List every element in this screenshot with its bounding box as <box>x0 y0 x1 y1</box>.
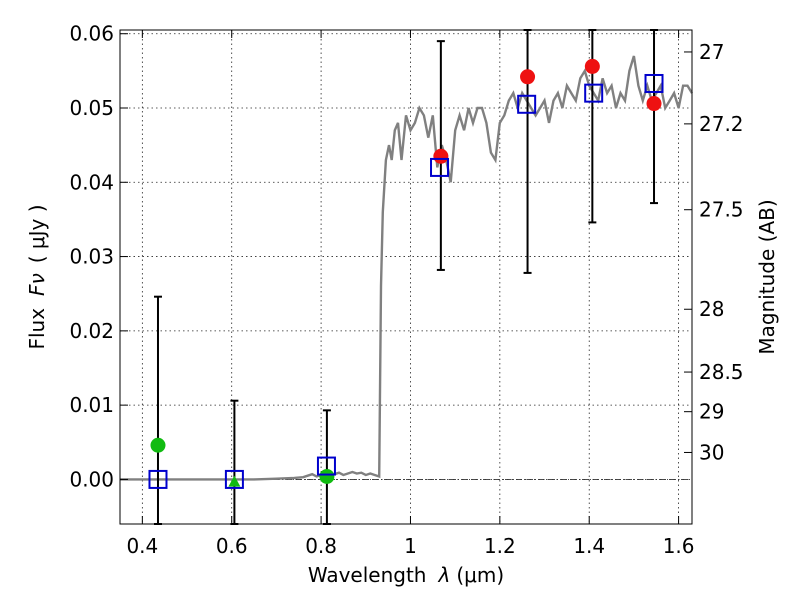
detection-error-bar <box>650 29 659 205</box>
model-photometry-square <box>224 469 244 489</box>
x-tick-label: 0.6 <box>216 534 248 558</box>
x-ticks: 0.4 0.6 0.8 1 1.2 1.4 1.6 <box>126 30 695 558</box>
y-axis-label: FluxFν( μJy ) <box>25 204 49 349</box>
plot-frame <box>119 29 693 525</box>
magnitude-tick-label: 27.2 <box>699 112 744 136</box>
model-photometry-square <box>148 469 168 489</box>
magnitude-tick-label: 30 <box>699 440 724 464</box>
y-tick-label: 0.00 <box>69 467 114 491</box>
nondetection-point <box>228 475 241 487</box>
model-photometry-square <box>316 456 336 476</box>
y-ticks: 0.00 0.01 0.02 0.03 0.04 0.05 0.06 <box>69 22 128 491</box>
y-tick-label: 0.05 <box>69 96 114 120</box>
magnitude-tick-label: 27.5 <box>699 198 744 222</box>
magnitude-ticks: 27 27.2 27.5 28 28.5 29 30 <box>684 40 744 464</box>
model-photometry-square <box>430 157 450 177</box>
x-axis-label: Wavelength λ (μm) <box>308 563 504 587</box>
y-tick-label: 0.02 <box>69 319 114 343</box>
x-tick-label: 0.8 <box>305 534 337 558</box>
x-tick-label: 0.4 <box>126 534 158 558</box>
y-tick-label: 0.03 <box>69 245 114 269</box>
grid-lines <box>120 30 692 524</box>
magnitude-axis-label: Magnitude (AB) <box>755 199 779 354</box>
detection-point <box>646 96 662 112</box>
detection-error-bar <box>588 29 597 224</box>
nondetection-error-bar <box>322 409 331 525</box>
x-tick-label: 1.4 <box>573 534 605 558</box>
model-photometry-squares <box>148 73 664 489</box>
nondetection-point <box>150 437 166 453</box>
magnitude-tick-label: 28.5 <box>699 360 744 384</box>
photometry-points <box>150 58 662 487</box>
x-tick-label: 1 <box>404 534 417 558</box>
detection-error-bar <box>523 29 532 274</box>
x-tick-label: 1.6 <box>663 534 695 558</box>
y-tick-label: 0.01 <box>69 393 114 417</box>
error-bars <box>153 29 659 525</box>
y-tick-label: 0.06 <box>69 22 114 46</box>
magnitude-tick-label: 28 <box>699 297 724 321</box>
x-tick-label: 1.2 <box>484 534 516 558</box>
nondetection-point <box>319 468 335 484</box>
model-photometry-square <box>584 83 604 103</box>
template-spectrum-line <box>120 55 694 481</box>
y-tick-label: 0.04 <box>69 170 114 194</box>
magnitude-tick-label: 29 <box>699 400 724 424</box>
model-photometry-square <box>644 73 664 93</box>
model-photometry-square <box>517 94 537 114</box>
detection-point <box>584 58 600 74</box>
detection-point <box>520 69 536 85</box>
magnitude-tick-label: 27 <box>699 40 724 64</box>
detection-point <box>433 148 449 164</box>
